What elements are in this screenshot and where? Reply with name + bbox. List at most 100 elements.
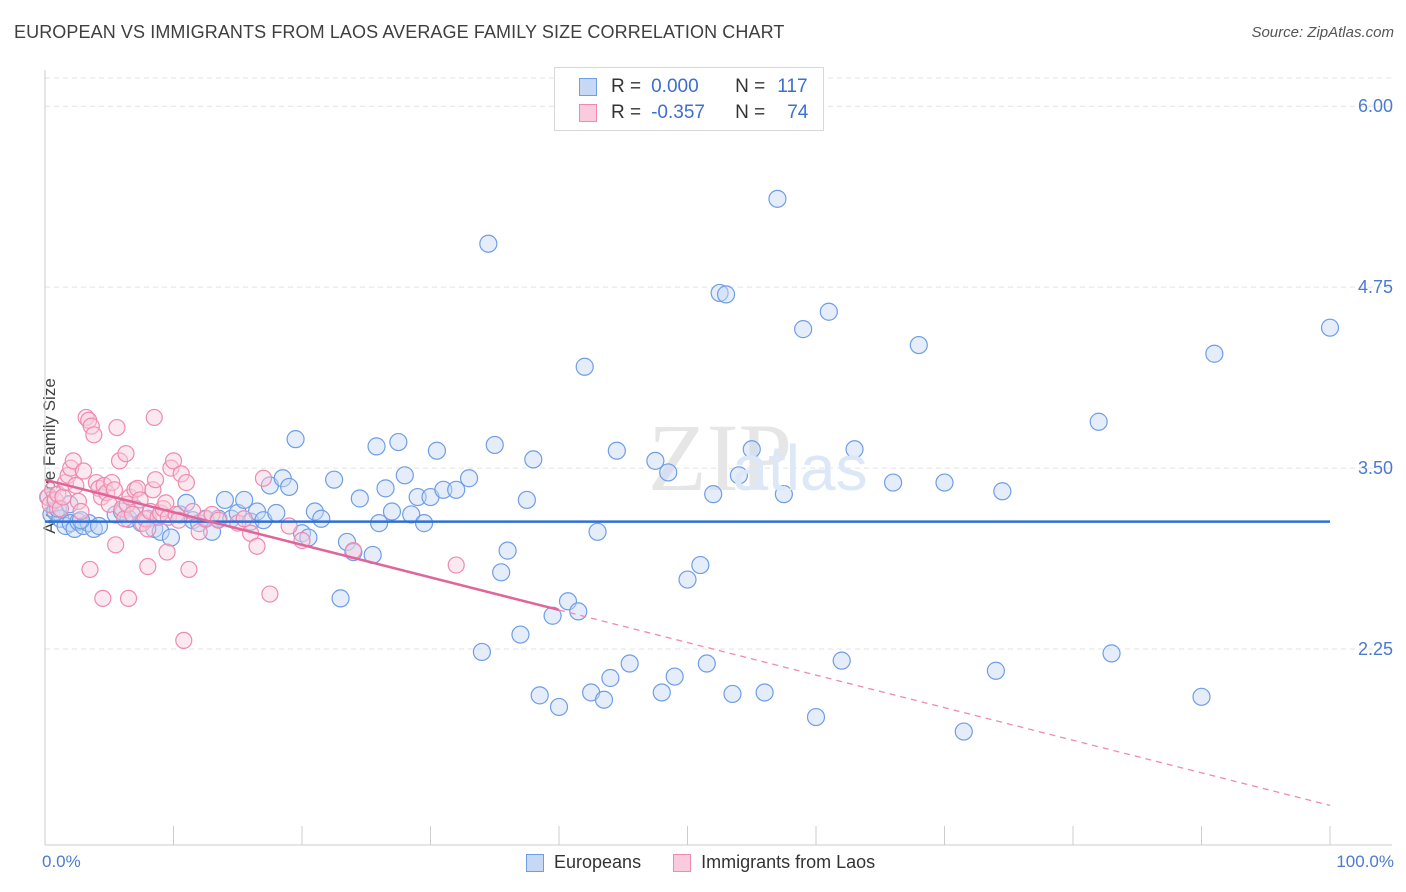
y-tick-label: 6.00 (1358, 96, 1393, 116)
laos-points (38, 408, 465, 649)
laos-point (72, 502, 90, 521)
europeans-point (312, 509, 331, 528)
europeans-point (774, 485, 793, 504)
europeans-point (215, 490, 234, 510)
europeans-point (492, 563, 511, 582)
europeans-point (395, 466, 414, 485)
europeans-point (620, 654, 639, 673)
europeans-point (459, 469, 479, 488)
laos-point (108, 418, 126, 437)
laos-point (145, 408, 163, 427)
europeans-point (646, 451, 665, 470)
europeans-point (498, 541, 517, 560)
laos-point (69, 492, 88, 510)
europeans-point (305, 502, 324, 521)
europeans-point (280, 477, 299, 497)
europeans-point (594, 690, 614, 709)
europeans-point (447, 480, 466, 499)
r-label: R = (611, 76, 642, 97)
gridlines (45, 77, 1392, 650)
laos-point (77, 408, 95, 427)
laos-point (94, 589, 112, 607)
europeans-point (337, 532, 357, 552)
laos-point (74, 462, 93, 480)
europeans-point (607, 441, 626, 460)
legend-row-laos: R = -0.357 N = 74 (579, 100, 808, 126)
europeans-point (704, 485, 723, 504)
stats-legend: R = 0.000 N = 117 R = -0.357 N = 74 (554, 67, 824, 131)
europeans-point (678, 570, 697, 589)
europeans-point (569, 602, 588, 621)
europeans-point (1320, 318, 1340, 337)
watermark-atlas: atlas (732, 432, 867, 504)
laos-trend-extension (558, 609, 1331, 807)
europeans-point (434, 480, 453, 499)
legend-row-europeans: R = 0.000 N = 117 (579, 74, 808, 100)
europeans-point (367, 437, 386, 456)
europeans-points (39, 189, 1340, 741)
laos-point (170, 511, 188, 529)
y-tick-label: 3.50 (1358, 458, 1393, 478)
watermark: ZIP (648, 404, 792, 511)
laos-point (158, 543, 176, 561)
europeans-n-value: 117 (777, 76, 808, 97)
laos-n-value: 74 (787, 102, 809, 123)
laos-point (54, 488, 72, 506)
europeans-point (161, 528, 181, 547)
laos-r-value: -0.357 (651, 102, 705, 123)
europeans-point (1089, 412, 1108, 431)
europeans-point (472, 642, 491, 662)
x-tick-max: 100.0% (1336, 852, 1394, 871)
europeans-point (89, 516, 109, 536)
laos-point (280, 517, 298, 535)
europeans-legend-swatch[interactable] (526, 853, 544, 872)
laos-point (110, 452, 129, 470)
europeans-point (350, 489, 369, 508)
europeans-point (723, 684, 742, 704)
source-label[interactable]: Source: ZipAtlas.com (1251, 24, 1394, 41)
laos-point (261, 585, 279, 603)
y-tick-labels: 2.25 3.50 4.75 6.00 (1358, 96, 1393, 659)
europeans-point (986, 661, 1006, 680)
europeans-point (331, 589, 350, 608)
europeans-point (806, 707, 826, 727)
laos-legend-label[interactable]: Immigrants from Laos (701, 852, 876, 872)
europeans-point (819, 302, 838, 321)
europeans-point (909, 335, 928, 355)
europeans-point (389, 432, 408, 452)
laos-point (139, 557, 157, 576)
europeans-legend-label[interactable]: Europeans (554, 852, 642, 872)
europeans-point (1102, 644, 1121, 663)
laos-point (164, 452, 183, 470)
laos-point (175, 631, 193, 649)
europeans-point (408, 487, 427, 507)
laos-point (107, 536, 125, 554)
europeans-point (530, 686, 549, 705)
europeans-point (794, 320, 813, 339)
n-label: N = (735, 102, 766, 123)
europeans-swatch (579, 78, 597, 96)
laos-point (64, 452, 82, 470)
laos-legend-swatch[interactable] (673, 853, 692, 872)
europeans-point (1192, 687, 1211, 706)
europeans-point (485, 435, 504, 455)
europeans-point (1205, 344, 1224, 363)
trend-lines (44, 478, 1331, 807)
europeans-r-value: 0.000 (651, 76, 699, 97)
europeans-point (768, 189, 787, 208)
europeans-point (511, 625, 530, 644)
n-label: N = (735, 76, 766, 97)
series-legend: Europeans Immigrants from Laos (526, 852, 875, 873)
laos-point (447, 556, 465, 574)
europeans-point (286, 430, 305, 449)
europeans-point (710, 283, 729, 303)
laos-point (180, 560, 198, 579)
europeans-point (954, 722, 973, 741)
laos-point (144, 481, 162, 499)
europeans-point (832, 651, 851, 670)
europeans-point (382, 502, 402, 521)
europeans-point (665, 667, 684, 686)
europeans-point (729, 466, 749, 485)
europeans-point (883, 473, 903, 492)
europeans-point (517, 490, 536, 510)
